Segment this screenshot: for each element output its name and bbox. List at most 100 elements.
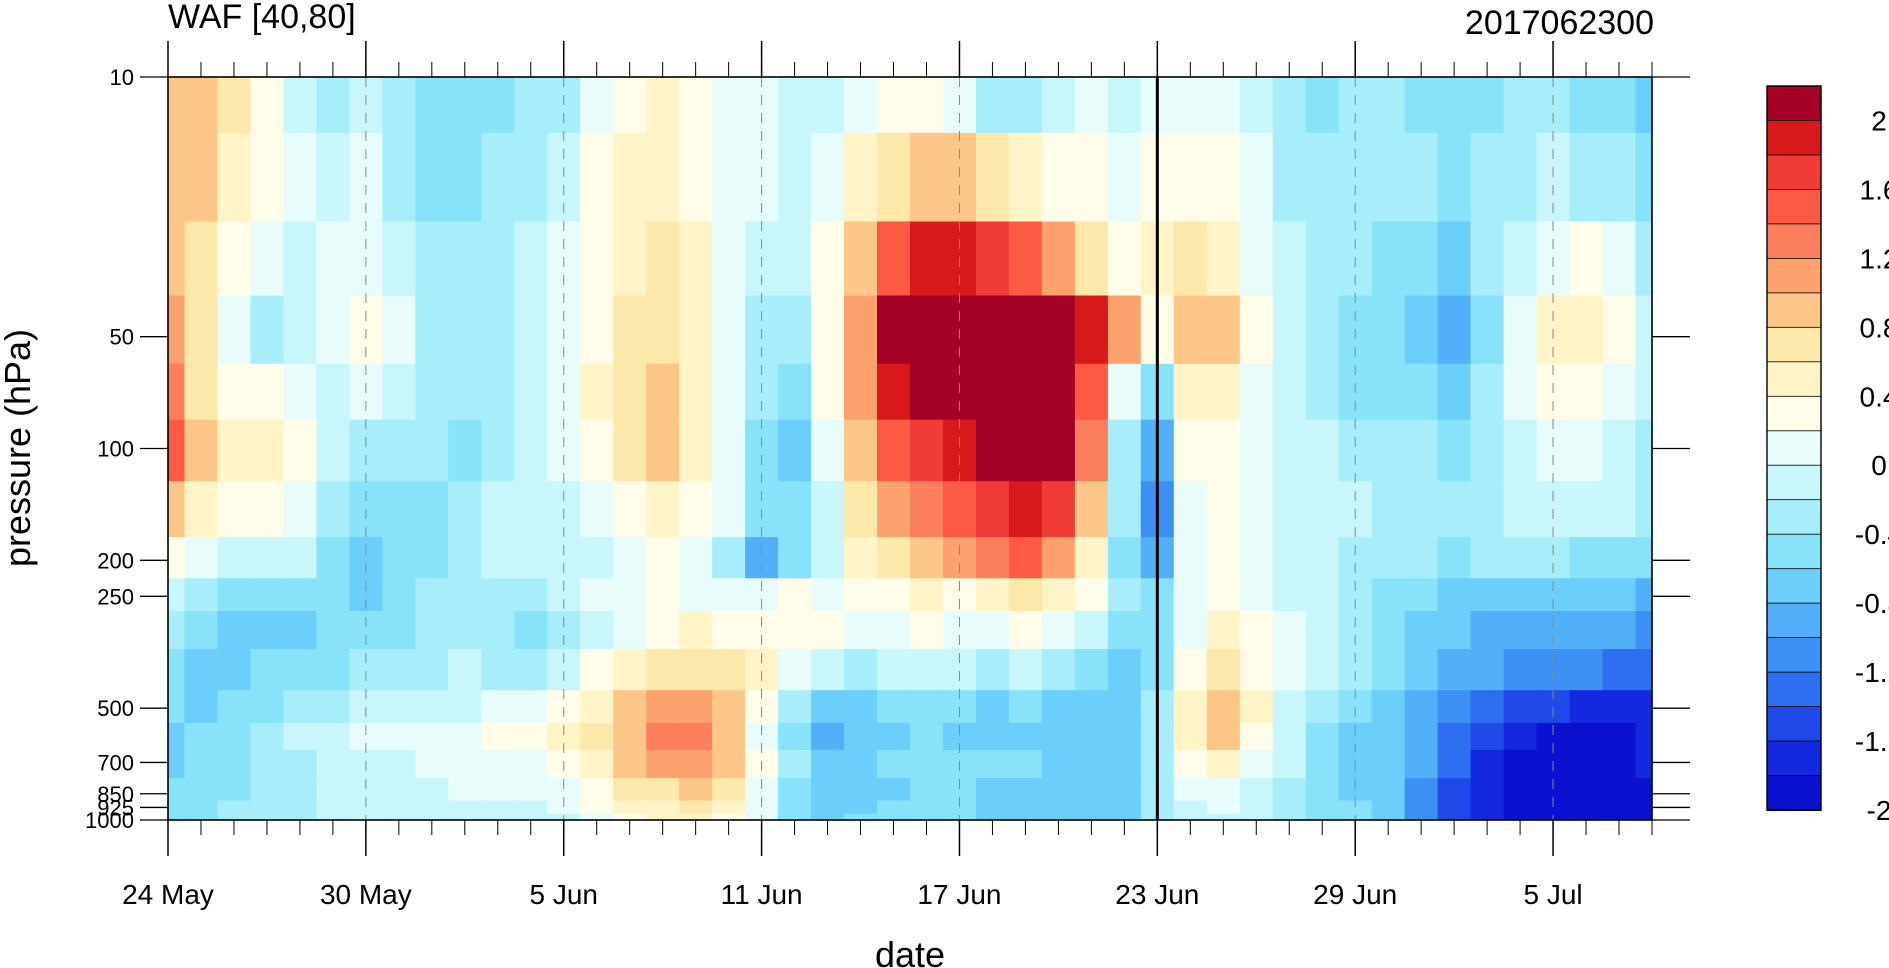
colorbar-label: 1.6 bbox=[1860, 174, 1889, 205]
contour-cell bbox=[646, 778, 680, 802]
contour-cell bbox=[1371, 813, 1406, 820]
contour-cell bbox=[712, 221, 746, 297]
contour-cell bbox=[283, 778, 318, 802]
contour-cell bbox=[1041, 537, 1076, 580]
colorbar-swatch bbox=[1766, 257, 1822, 294]
contour-cell bbox=[1173, 813, 1208, 820]
contour-cell bbox=[316, 778, 351, 802]
contour-cell bbox=[514, 537, 549, 580]
contour-cell bbox=[1008, 419, 1043, 482]
contour-cell bbox=[1008, 611, 1043, 650]
contour-cell bbox=[745, 778, 779, 802]
contour-cell bbox=[1008, 481, 1043, 538]
contour-cell bbox=[481, 221, 516, 297]
contour-cell bbox=[250, 722, 285, 751]
contour-cell bbox=[910, 813, 944, 820]
contour-cell bbox=[283, 722, 318, 751]
x-tick-label: 11 Jun bbox=[721, 879, 803, 910]
contour-cell bbox=[1272, 800, 1307, 815]
contour-cell bbox=[1635, 132, 1652, 223]
colorbar-label: 1.2 bbox=[1860, 243, 1889, 274]
colorbar-label: 0.4 bbox=[1860, 381, 1889, 412]
contour-cell bbox=[1371, 295, 1406, 365]
contour-cell bbox=[1437, 778, 1472, 802]
contour-cell bbox=[168, 690, 186, 724]
contour-cell bbox=[1404, 722, 1439, 751]
contour-cell bbox=[1305, 813, 1340, 820]
contour-cell bbox=[415, 295, 450, 365]
contour-cell bbox=[250, 778, 285, 802]
contour-cell bbox=[1470, 611, 1505, 650]
contour-cell bbox=[168, 722, 186, 751]
contour-cell bbox=[877, 813, 911, 820]
contour-cell bbox=[415, 363, 450, 421]
contour-cell bbox=[976, 690, 1010, 724]
contour-cell bbox=[1107, 813, 1142, 820]
contour-cell bbox=[910, 77, 944, 134]
contour-cell bbox=[712, 419, 746, 482]
contour-cell bbox=[415, 649, 450, 691]
contour-cell bbox=[382, 77, 417, 134]
contour-cell bbox=[580, 750, 614, 779]
contour-cell bbox=[613, 722, 647, 751]
contour-cell bbox=[1635, 800, 1652, 815]
contour-cell bbox=[1206, 778, 1241, 802]
contour-cell bbox=[1074, 750, 1109, 779]
contour-cell bbox=[1569, 77, 1604, 134]
contour-cell bbox=[613, 750, 647, 779]
contour-cell bbox=[1437, 363, 1472, 421]
contour-cell bbox=[1074, 419, 1109, 482]
contour-cell bbox=[1074, 221, 1109, 297]
contour-cell bbox=[250, 295, 285, 365]
contour-cell bbox=[1569, 578, 1604, 612]
contour-cell bbox=[283, 649, 318, 691]
contour-cell bbox=[1569, 800, 1604, 815]
contour-cell bbox=[514, 77, 549, 134]
contour-cell bbox=[679, 778, 713, 802]
contour-cell bbox=[1569, 750, 1604, 779]
contour-cell bbox=[184, 690, 219, 724]
contour-cell bbox=[712, 722, 746, 751]
contour-cell bbox=[580, 221, 614, 297]
contour-cell bbox=[1503, 649, 1538, 691]
contour-cell bbox=[283, 295, 318, 365]
contour-cell bbox=[316, 722, 351, 751]
contour-cell bbox=[250, 750, 285, 779]
contour-cell bbox=[316, 750, 351, 779]
contour-cell bbox=[1272, 750, 1307, 779]
contour-cell bbox=[1272, 221, 1307, 297]
contour-cell bbox=[712, 132, 746, 223]
contour-cell bbox=[1437, 800, 1472, 815]
contour-cell bbox=[448, 778, 483, 802]
contour-cell bbox=[712, 813, 746, 820]
contour-cell bbox=[877, 649, 911, 691]
chart-date-stamp: 2017062300 bbox=[1465, 4, 1654, 42]
contour-cell bbox=[514, 690, 549, 724]
contour-cell bbox=[184, 537, 219, 580]
contour-cell bbox=[1173, 221, 1208, 297]
contour-cell bbox=[646, 295, 680, 365]
colorbar-swatch bbox=[1766, 671, 1822, 708]
contour-cell bbox=[877, 750, 911, 779]
contour-cell bbox=[976, 800, 1010, 815]
contour-cell bbox=[976, 77, 1010, 134]
contour-cell bbox=[1635, 750, 1652, 779]
contour-cell bbox=[1074, 295, 1109, 365]
contour-cell bbox=[1470, 778, 1505, 802]
contour-cell bbox=[547, 778, 581, 802]
contour-cell bbox=[1602, 800, 1637, 815]
contour-cell bbox=[1074, 363, 1109, 421]
contour-cell bbox=[877, 611, 911, 650]
contour-cell bbox=[811, 77, 845, 134]
contour-cell bbox=[168, 750, 186, 779]
contour-cell bbox=[910, 690, 944, 724]
contour-cell bbox=[1008, 221, 1043, 297]
y-tick-label: 10 bbox=[110, 65, 134, 90]
contour-cell bbox=[679, 537, 713, 580]
contour-cell bbox=[580, 722, 614, 751]
contour-cell bbox=[1602, 132, 1637, 223]
contour-cell bbox=[877, 363, 911, 421]
contour-cell bbox=[1602, 611, 1637, 650]
contour-cell bbox=[316, 481, 351, 538]
